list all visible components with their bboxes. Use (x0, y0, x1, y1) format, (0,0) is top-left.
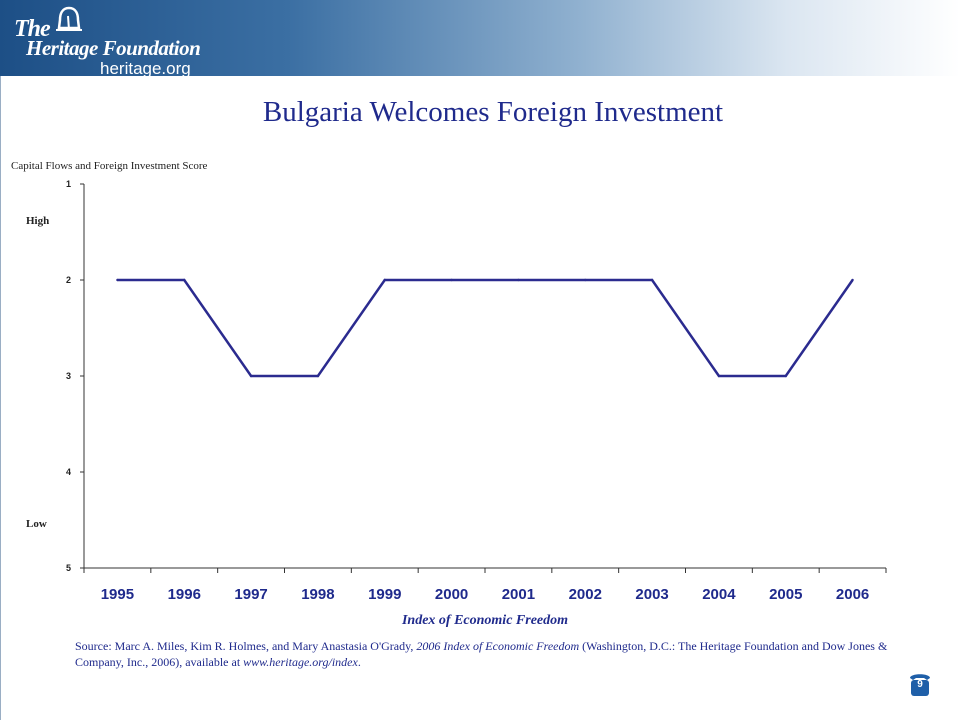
series-group (116, 278, 854, 378)
source-link[interactable]: www.heritage.org/index (243, 655, 358, 669)
slide-title: Bulgaria Welcomes Foreign Investment (262, 96, 724, 128)
x-axis-title: Index of Economic Freedom (401, 613, 569, 628)
heritage-logo[interactable]: The Heritage Foundation heritage.org (8, 6, 208, 78)
x-tick-label: 1995 (101, 586, 134, 603)
y-high-label: High (26, 215, 50, 227)
data-point (383, 278, 386, 282)
y-tick-label: 5 (66, 563, 71, 573)
source-book-title: 2006 Index of Economic Freedom (416, 639, 580, 653)
header-band (0, 0, 960, 76)
logo-url-text: heritage.org (100, 59, 191, 78)
series-line (117, 278, 854, 378)
data-point (650, 278, 654, 282)
data-point (851, 278, 854, 282)
logo-name-text: Heritage Foundation (26, 36, 201, 60)
y-tick-label: 1 (66, 179, 71, 189)
x-tick-label: 1996 (168, 586, 201, 603)
page-number-badge: 9 (907, 670, 933, 698)
y-tick-group: 1 2 3 4 5 (66, 179, 84, 573)
x-tick-label: 2004 (702, 586, 736, 603)
left-border-rule (0, 76, 1, 720)
data-point (183, 278, 186, 282)
x-tick-label: 1997 (234, 586, 267, 603)
source-suffix: . (357, 655, 361, 669)
x-tick-label: 2002 (569, 586, 602, 603)
data-point (784, 374, 787, 378)
y-tick-label: 4 (66, 467, 71, 477)
x-tick-label: 1999 (368, 586, 401, 603)
data-point (450, 278, 453, 282)
page-number: 9 (917, 679, 923, 690)
data-point (249, 374, 253, 378)
data-point (584, 278, 587, 282)
y-series-label: Capital Flows and Foreign Investment Sco… (11, 160, 208, 172)
data-point (517, 278, 520, 282)
data-point (116, 278, 119, 282)
x-tick-label: 2003 (635, 586, 668, 603)
data-point (717, 374, 721, 378)
x-tick-label: 2001 (502, 586, 535, 603)
y-tick-label: 2 (66, 275, 71, 285)
source-middle: (Washington, D.C.: The Heritage Foundati… (75, 639, 888, 669)
x-tick-label: 2000 (435, 586, 468, 603)
data-point (316, 374, 320, 378)
phone-icon (910, 674, 930, 696)
source-citation: Source: Marc A. Miles, Kim R. Holmes, an… (75, 638, 895, 670)
logo-the-text: The (14, 16, 51, 42)
y-tick-label: 3 (66, 371, 71, 381)
x-tick-label: 2006 (836, 586, 869, 603)
y-low-label: Low (26, 518, 47, 530)
liberty-bell-icon (56, 6, 82, 31)
x-tick-label: 1998 (301, 586, 334, 603)
x-tick-group: 1995 1996 1997 1998 1999 2000 2001 2002 2003 2004… (83, 568, 887, 603)
x-tick-label: 2005 (769, 586, 802, 603)
source-prefix: Source: Marc A. Miles, Kim R. Holmes, an… (75, 639, 417, 653)
